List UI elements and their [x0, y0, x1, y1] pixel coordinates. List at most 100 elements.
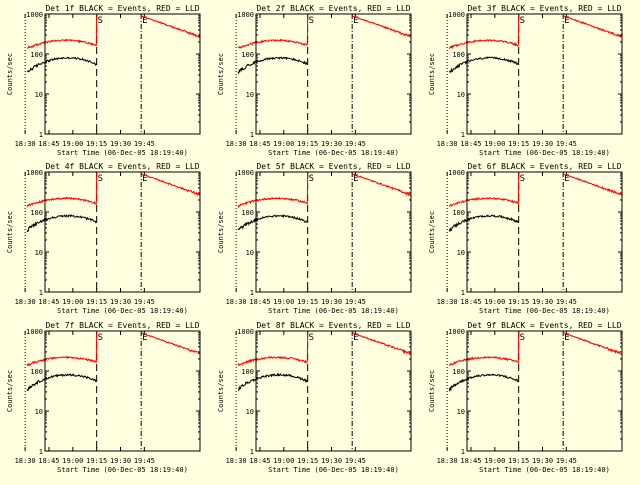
- lld-series-line: [562, 15, 622, 38]
- panel-5: Det 5f BLACK = Events, RED = LLD Counts/s…: [217, 162, 412, 315]
- x-tick-label: 19:00: [62, 457, 83, 465]
- x-tick-label: 19:00: [273, 298, 294, 306]
- x-tick-label: 19:30: [532, 298, 553, 306]
- end-marker-label: E: [353, 16, 358, 26]
- y-tick-label: 1000: [237, 11, 254, 19]
- x-tick-label: 19:45: [134, 140, 155, 148]
- events-series-line: [448, 213, 519, 233]
- start-marker-label: S: [309, 16, 314, 26]
- y-tick-label: 100: [30, 209, 43, 217]
- panel-title: Det 8f BLACK = Events, RED = LLD: [256, 321, 410, 330]
- x-tick-label: 18:30: [226, 298, 247, 306]
- y-tick-label: 1: [250, 131, 254, 139]
- y-axis-label: Counts/sec: [428, 53, 436, 95]
- x-tick-label: 19:30: [110, 298, 131, 306]
- x-tick-label: 19:00: [484, 298, 505, 306]
- lld-series-line: [448, 330, 520, 366]
- y-tick-label: 10: [35, 91, 43, 99]
- y-tick-label: 1000: [237, 169, 254, 177]
- y-tick-label: 1: [39, 289, 43, 297]
- y-tick-label: 10: [457, 408, 465, 416]
- x-tick-label: 19:15: [297, 457, 318, 465]
- panel-3: Det 3f BLACK = Events, RED = LLD Counts/s…: [428, 4, 623, 157]
- y-tick-label: 100: [452, 368, 465, 376]
- x-tick-label: 18:45: [460, 457, 481, 465]
- end-marker-label: E: [353, 174, 358, 184]
- panel-title: Det 9f BLACK = Events, RED = LLD: [467, 321, 621, 330]
- y-tick-label: 100: [30, 368, 43, 376]
- x-tick-label: 19:30: [321, 457, 342, 465]
- x-tick-label: 18:30: [226, 140, 247, 148]
- x-tick-label: 19:45: [345, 457, 366, 465]
- plot-frame: [466, 330, 623, 452]
- y-tick-label: 100: [241, 51, 254, 59]
- x-tick-label: 19:45: [134, 457, 155, 465]
- plot-frame: [44, 330, 201, 452]
- x-tick-label: 18:45: [460, 140, 481, 148]
- end-marker-label: E: [353, 333, 358, 343]
- events-series-line: [26, 214, 97, 233]
- x-tick-label: 18:30: [15, 298, 36, 306]
- y-axis-label: Counts/sec: [6, 211, 14, 253]
- y-tick-label: 1: [461, 448, 465, 456]
- panel-title: Det 1f BLACK = Events, RED = LLD: [45, 4, 199, 13]
- y-tick-label: 1: [461, 131, 465, 139]
- start-marker-label: S: [309, 174, 314, 184]
- plot-frame: [44, 171, 201, 293]
- y-tick-label: 1: [461, 289, 465, 297]
- y-tick-label: 10: [35, 408, 43, 416]
- y-tick-label: 100: [241, 209, 254, 217]
- y-tick-label: 100: [452, 209, 465, 217]
- x-tick-label: 18:30: [437, 298, 458, 306]
- x-tick-label: 18:45: [460, 298, 481, 306]
- plot-frame: [255, 13, 412, 135]
- x-tick-label: 19:00: [62, 298, 83, 306]
- y-tick-label: 1000: [448, 328, 465, 336]
- panel-title: Det 4f BLACK = Events, RED = LLD: [45, 162, 199, 171]
- x-tick-label: 18:30: [437, 457, 458, 465]
- x-tick-label: 18:45: [249, 298, 270, 306]
- x-tick-label: 19:15: [297, 298, 318, 306]
- end-marker-label: E: [564, 16, 569, 26]
- panel-8: Det 8f BLACK = Events, RED = LLD Counts/s…: [217, 321, 412, 474]
- x-tick-label: 19:15: [508, 140, 529, 148]
- x-tick-label: 19:00: [62, 140, 83, 148]
- lld-series-line: [562, 173, 622, 196]
- events-series-line: [448, 373, 519, 392]
- x-tick-label: 19:30: [321, 140, 342, 148]
- x-tick-label: 18:30: [437, 140, 458, 148]
- x-tick-label: 19:15: [86, 140, 107, 148]
- x-tick-label: 19:15: [86, 298, 107, 306]
- lld-series-line: [26, 330, 98, 367]
- x-axis-label: Start Time (06-Dec-05 18:19:40): [479, 466, 610, 474]
- y-tick-label: 1000: [26, 169, 43, 177]
- y-tick-label: 100: [30, 51, 43, 59]
- y-tick-label: 1: [250, 448, 254, 456]
- end-marker-label: E: [142, 16, 147, 26]
- lld-series-line: [141, 332, 200, 355]
- x-tick-label: 18:30: [15, 140, 36, 148]
- x-axis-label: Start Time (06-Dec-05 18:19:40): [479, 307, 610, 315]
- y-tick-label: 1: [250, 289, 254, 297]
- x-tick-label: 19:45: [345, 298, 366, 306]
- y-tick-label: 1000: [26, 11, 43, 19]
- x-tick-label: 19:00: [273, 457, 294, 465]
- x-tick-label: 19:30: [532, 140, 553, 148]
- panel-title: Det 3f BLACK = Events, RED = LLD: [467, 4, 621, 13]
- start-marker-label: S: [98, 174, 103, 184]
- x-tick-label: 19:15: [508, 298, 529, 306]
- lld-series-line: [237, 13, 309, 49]
- y-tick-label: 1000: [237, 328, 254, 336]
- lld-series-line: [351, 15, 411, 38]
- y-tick-label: 1: [39, 448, 43, 456]
- lld-series-line: [448, 13, 520, 50]
- panel-7: Det 7f BLACK = Events, RED = LLD Counts/s…: [6, 321, 201, 474]
- y-tick-label: 10: [246, 249, 254, 257]
- y-tick-label: 1000: [448, 11, 465, 19]
- plot-frame: [255, 330, 412, 452]
- y-axis-label: Counts/sec: [428, 370, 436, 412]
- x-tick-label: 18:45: [249, 457, 270, 465]
- panel-4: Det 4f BLACK = Events, RED = LLD Counts/s…: [6, 162, 201, 315]
- x-axis-label: Start Time (06-Dec-05 18:19:40): [268, 149, 399, 157]
